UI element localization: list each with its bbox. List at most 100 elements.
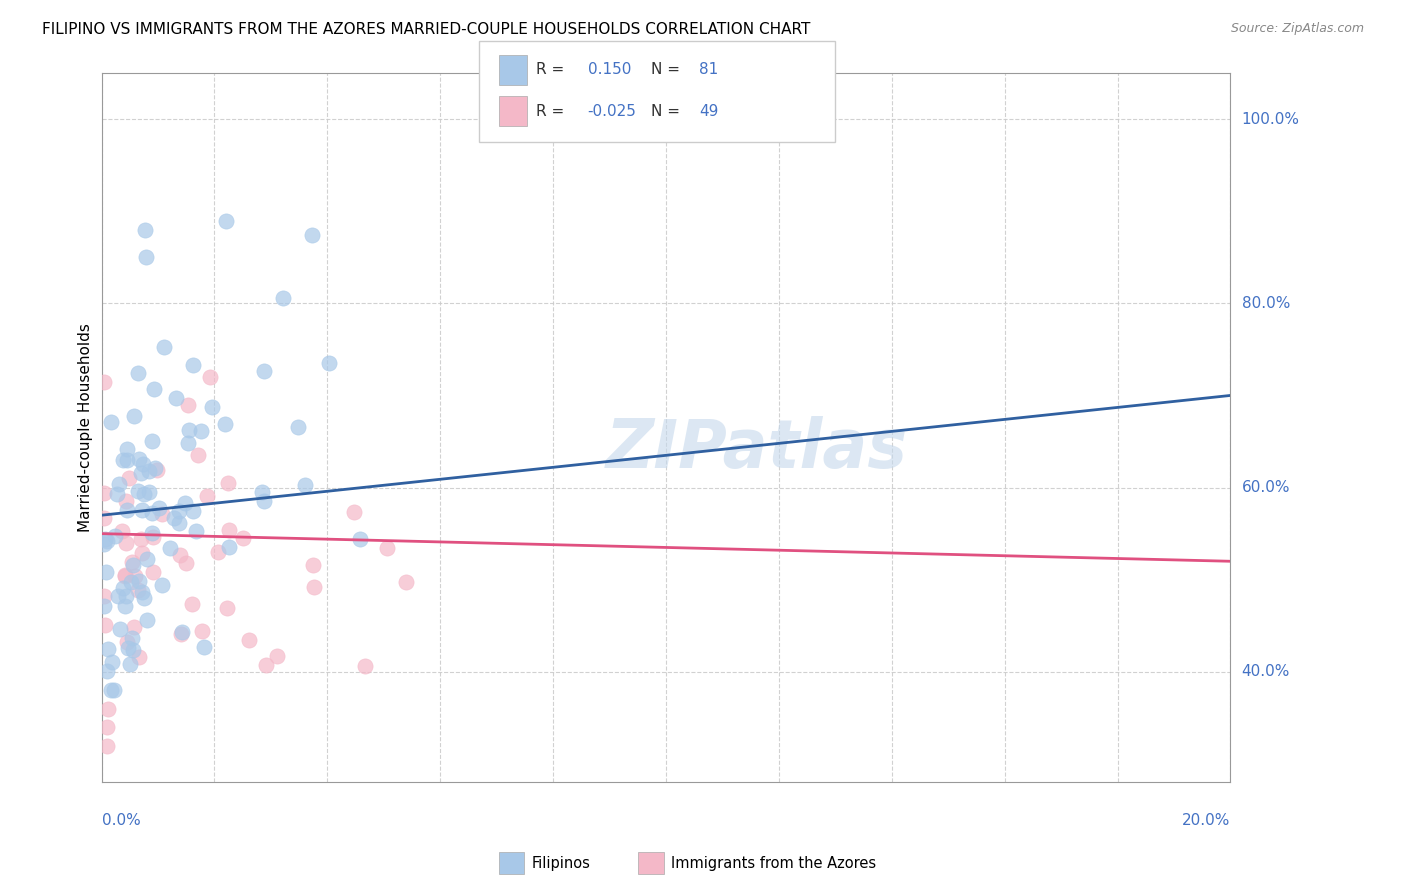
Point: [115, 536, 138, 550]
Point: [218, 524, 240, 538]
Point: [142, 530, 165, 544]
Point: [250, 485, 273, 500]
Point: [136, 613, 159, 627]
Point: [93, 589, 115, 603]
Point: [166, 392, 188, 406]
Point: [96, 565, 118, 579]
Point: [354, 658, 377, 673]
Point: [201, 401, 224, 415]
Text: 0.150: 0.150: [588, 62, 631, 77]
Point: [104, 528, 127, 542]
Text: R =: R =: [536, 62, 569, 77]
Point: [169, 548, 191, 562]
Point: [163, 511, 186, 525]
Point: [138, 464, 160, 478]
Point: [93, 617, 115, 632]
Point: [128, 650, 150, 665]
Point: [193, 640, 215, 654]
Point: [141, 434, 163, 449]
Point: [177, 398, 200, 412]
Point: [184, 524, 207, 538]
Point: [218, 540, 240, 554]
Point: [176, 436, 198, 450]
Point: [100, 683, 122, 698]
Point: [114, 569, 136, 583]
Point: [122, 409, 145, 424]
Point: [198, 369, 221, 384]
Point: [114, 589, 136, 603]
Point: [111, 524, 134, 538]
Point: [294, 477, 316, 491]
Text: 60.0%: 60.0%: [1241, 480, 1291, 495]
Text: N =: N =: [651, 104, 685, 119]
Point: [141, 506, 163, 520]
Point: [93, 599, 115, 614]
Text: 0.0%: 0.0%: [101, 813, 141, 828]
Point: [103, 683, 125, 698]
Point: [152, 578, 174, 592]
Point: [174, 556, 197, 570]
Point: [287, 419, 309, 434]
Point: [215, 600, 238, 615]
Point: [217, 476, 239, 491]
Point: [238, 633, 260, 648]
Point: [187, 448, 209, 462]
Point: [143, 382, 166, 396]
Point: [145, 460, 167, 475]
Point: [159, 541, 181, 555]
Point: [302, 580, 325, 594]
Text: N =: N =: [651, 62, 685, 77]
Point: [214, 417, 236, 432]
Text: R =: R =: [536, 104, 569, 119]
Point: [207, 544, 229, 558]
Point: [120, 657, 142, 672]
Point: [343, 505, 366, 519]
Point: [108, 622, 131, 636]
Point: [301, 228, 323, 243]
Point: [271, 292, 294, 306]
Point: [302, 558, 325, 572]
Text: FILIPINO VS IMMIGRANTS FROM THE AZORES MARRIED-COUPLE HOUSEHOLDS CORRELATION CHA: FILIPINO VS IMMIGRANTS FROM THE AZORES M…: [42, 22, 810, 37]
Point: [115, 635, 138, 649]
Point: [266, 648, 288, 663]
Point: [97, 701, 120, 715]
Point: [128, 574, 150, 588]
Point: [172, 624, 194, 639]
Point: [135, 552, 157, 566]
Point: [318, 356, 340, 370]
Text: 80.0%: 80.0%: [1241, 296, 1289, 310]
Point: [174, 496, 197, 510]
Point: [254, 657, 277, 672]
Point: [132, 591, 155, 606]
Point: [232, 531, 254, 545]
Point: [177, 423, 200, 437]
Point: [100, 655, 122, 669]
Text: 100.0%: 100.0%: [1241, 112, 1299, 127]
Point: [141, 526, 163, 541]
Point: [146, 463, 169, 477]
Point: [190, 424, 212, 438]
Point: [152, 341, 174, 355]
Point: [96, 664, 118, 678]
Point: [127, 583, 149, 598]
Point: [94, 532, 117, 546]
Text: 40.0%: 40.0%: [1241, 665, 1289, 680]
Text: 49: 49: [699, 104, 718, 119]
Point: [195, 489, 218, 503]
Point: [129, 466, 152, 480]
Point: [181, 359, 204, 373]
Point: [129, 532, 152, 546]
Point: [121, 555, 143, 569]
Point: [215, 213, 238, 227]
Point: [132, 457, 155, 471]
Point: [253, 364, 276, 378]
Point: [115, 442, 138, 456]
Point: [120, 575, 142, 590]
Point: [93, 375, 115, 389]
Point: [127, 484, 149, 499]
Point: [115, 453, 138, 467]
Point: [127, 366, 149, 380]
Point: [148, 500, 170, 515]
Point: [93, 511, 115, 525]
Point: [117, 641, 139, 656]
